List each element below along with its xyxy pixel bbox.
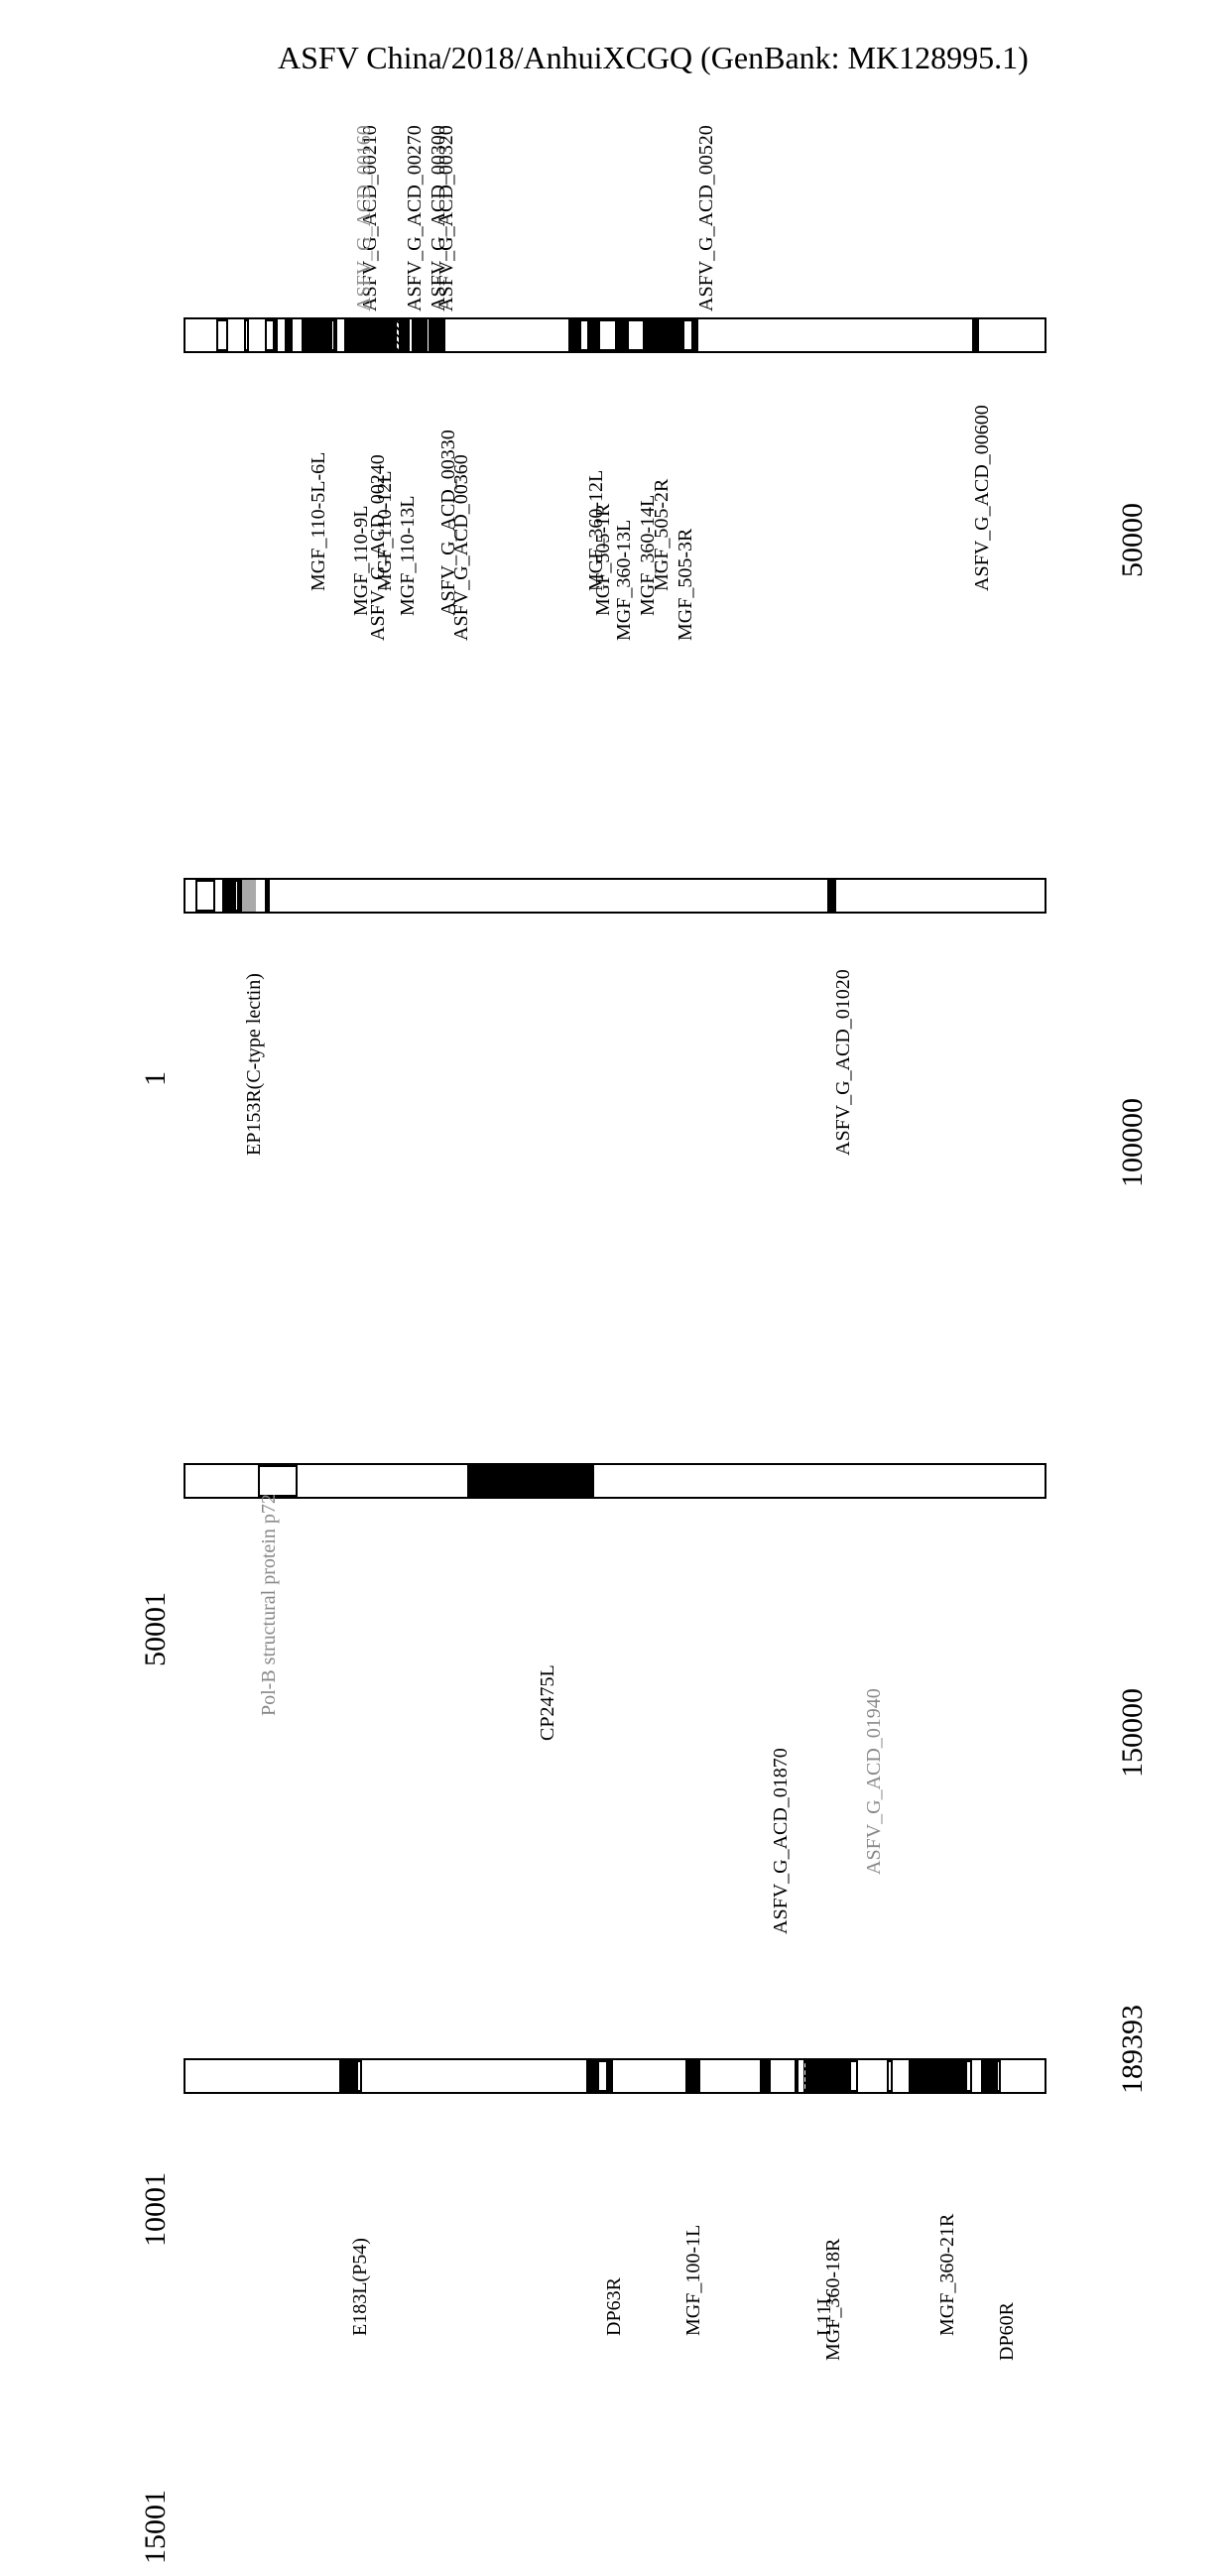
genome-map: ASFV China/2018/AnhuiXCGQ (GenBank: MK12… (0, 0, 1230, 2576)
gene-feature (195, 880, 214, 912)
gene-feature (335, 319, 337, 351)
gene-feature (302, 319, 331, 351)
gene-feature (265, 319, 275, 351)
gene-feature (216, 319, 228, 351)
feature-label: CP2475L (537, 1664, 559, 1741)
genome-track (184, 878, 1046, 914)
gene-feature (289, 319, 293, 351)
axis-start-label: 15001 (139, 2490, 173, 2564)
feature-label: MGF_505-3R (675, 529, 697, 641)
gene-feature (795, 2060, 799, 2092)
gene-feature (339, 2060, 357, 2092)
feature-label: MGF_505-1R (592, 504, 615, 616)
feature-label: DP60R (996, 2302, 1019, 2361)
axis-end-label: 50000 (1116, 503, 1150, 577)
figure-title: ASFV China/2018/AnhuiXCGQ (GenBank: MK12… (278, 40, 1029, 76)
axis-start-label: 1 (139, 1071, 173, 1086)
gene-feature (985, 2060, 996, 2092)
feature-label: ASFV_G_ACD_00600 (971, 405, 994, 591)
feature-label: ASFV_G_ACD_00270 (404, 125, 427, 311)
genome-track (184, 317, 1046, 353)
feature-label: ASFV_G_ACD_00240 (367, 454, 390, 641)
gene-feature (996, 2060, 1000, 2092)
gene-feature (265, 880, 270, 912)
gene-feature (965, 2060, 972, 2092)
gene-feature (431, 319, 441, 351)
gene-feature (568, 319, 578, 351)
feature-label: MGF_360-13L (613, 520, 636, 641)
gene-feature (627, 319, 644, 351)
axis-start-label: 50001 (139, 1592, 173, 1666)
genome-track (184, 1463, 1046, 1499)
gene-feature (693, 319, 698, 351)
gene-feature (760, 2060, 771, 2092)
feature-label: ASFV_G_ACD_00360 (450, 454, 473, 641)
feature-label: MGF_360-14L (637, 495, 660, 616)
feature-label: EP153R(C-type lectin) (243, 973, 266, 1156)
feature-label: MGF_110-13L (397, 496, 420, 616)
gene-feature (608, 2060, 612, 2092)
gene-feature (222, 880, 234, 912)
gene-feature (806, 2060, 849, 2092)
gene-feature (589, 319, 598, 351)
gene-feature (412, 319, 428, 351)
gene-feature (832, 880, 836, 912)
feature-label: ASFV_G_ACD_00300 (428, 125, 450, 311)
feature-label: MGF_360-21R (936, 2214, 959, 2336)
feature-label: MGF_360-18R (822, 2239, 845, 2361)
axis-start-label: 10001 (139, 2172, 173, 2247)
feature-label: DP63R (603, 2277, 626, 2336)
gene-feature (400, 319, 410, 351)
feature-label: ASFV_G_ACD_00160 (353, 125, 376, 311)
gene-feature (617, 319, 627, 351)
feature-label: MGF_110-5L-6L (308, 452, 330, 591)
feature-label: ASFV_G_ACD_01870 (770, 1748, 793, 1934)
gene-feature (356, 2060, 362, 2092)
gene-feature (909, 2060, 916, 2092)
axis-end-label: 150000 (1116, 1688, 1150, 1778)
feature-label: ASFV_G_ACD_01020 (832, 969, 855, 1156)
feature-label: Pol-B structural protein p72 (258, 1494, 281, 1716)
gene-feature (467, 1465, 595, 1497)
gene-feature (586, 2060, 597, 2092)
feature-label: E183L(P54) (349, 2238, 372, 2336)
gene-feature (915, 2060, 965, 2092)
gene-feature (275, 319, 278, 351)
feature-label: ASFV_G_ACD_00520 (695, 125, 718, 311)
axis-end-label: 189393 (1116, 2005, 1150, 2094)
genome-track (184, 2058, 1046, 2094)
gene-feature (579, 319, 589, 351)
gene-feature (258, 1465, 298, 1497)
gene-feature (355, 319, 397, 351)
gene-feature (972, 319, 979, 351)
gene-feature (244, 319, 249, 351)
gene-feature (598, 319, 617, 351)
gene-feature (887, 2060, 894, 2092)
gene-feature (242, 880, 256, 912)
axis-end-label: 100000 (1116, 1098, 1150, 1187)
gene-feature (441, 319, 445, 351)
gene-feature (597, 2060, 608, 2092)
gene-feature (648, 319, 682, 351)
gene-feature (685, 2060, 700, 2092)
gene-feature (682, 319, 692, 351)
feature-label: MGF_100-1L (682, 2225, 705, 2336)
gene-feature (849, 2060, 858, 2092)
feature-label: ASFV_G_ACD_01940 (863, 1688, 886, 1875)
